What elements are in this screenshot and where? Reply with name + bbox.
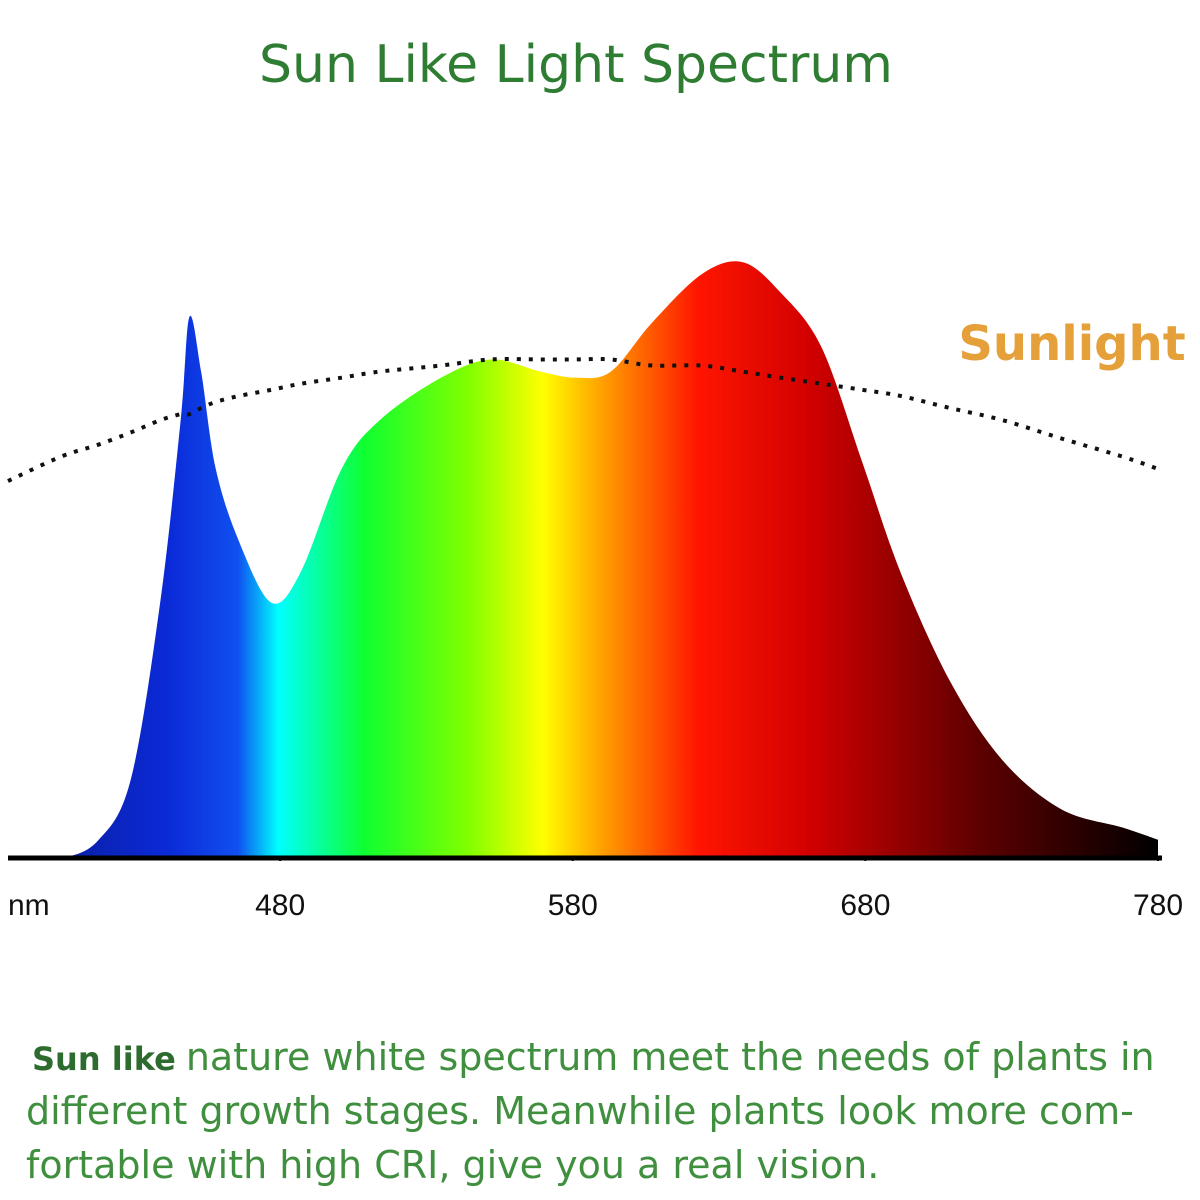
x-tick-label: 680 [840,889,890,922]
spectrum-area [8,261,1158,860]
x-tick-label: 780 [1133,889,1183,922]
x-tick-label: 480 [255,889,305,922]
caption-text: nature white spectrum meet the needs of … [186,1035,1155,1079]
x-tick-label: 580 [548,889,598,922]
caption-lead: Sun like [32,1040,176,1078]
reference-line [7,356,1159,483]
legend-label: Sunlight [958,316,1185,372]
chart-title: Sun Like Light Spectrum [259,35,893,95]
caption-line: different growth stages. Meanwhile plant… [26,1089,1134,1133]
caption-line: Sun like nature white spectrum meet the n… [32,1035,1155,1079]
caption-line: fortable with high CRI, give you a real … [26,1143,879,1187]
x-axis-label: nm [8,889,50,922]
